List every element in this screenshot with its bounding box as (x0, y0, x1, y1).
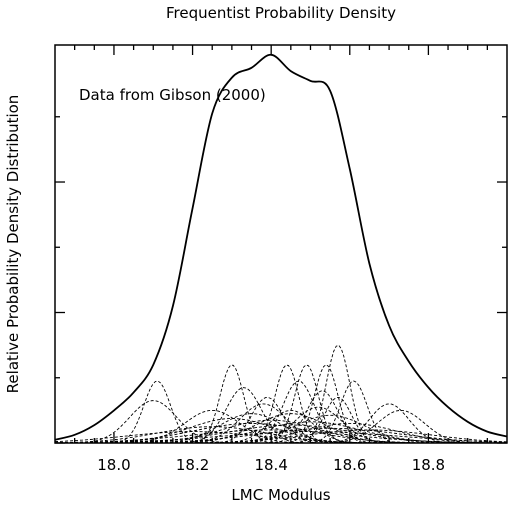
total-density-curve (54, 53, 508, 441)
component-curve-6 (55, 344, 507, 444)
x-tick-label-4: 18.8 (412, 456, 445, 474)
main-series (54, 53, 508, 441)
component-curve-26 (55, 426, 507, 444)
y-axis-label: Relative Probability Density Distributio… (4, 95, 22, 394)
plot-area (54, 44, 508, 444)
x-tick-label-3: 18.6 (333, 456, 366, 474)
component-curve-31 (54, 431, 507, 444)
axis-ticks (55, 45, 507, 444)
data-source-annotation: Data from Gibson (2000) (79, 86, 266, 104)
component-curve-20 (55, 418, 507, 444)
x-axis-label: LMC Modulus (231, 486, 330, 504)
chart-title: Frequentist Probability Density (166, 4, 396, 22)
component-curve-28 (55, 429, 508, 444)
component-curve-7 (55, 380, 507, 444)
x-tick-label-1: 18.2 (176, 456, 209, 474)
x-tick-label-2: 18.4 (254, 456, 287, 474)
component-curve-10 (55, 380, 507, 444)
component-curve-1 (55, 380, 507, 444)
component-curves (54, 344, 508, 444)
x-tick-label-0: 18.0 (97, 456, 130, 474)
component-curve-34 (55, 409, 507, 444)
plot-frame (54, 44, 508, 444)
x-tick-labels: 18.0 18.2 18.4 18.6 18.8 (97, 456, 445, 474)
